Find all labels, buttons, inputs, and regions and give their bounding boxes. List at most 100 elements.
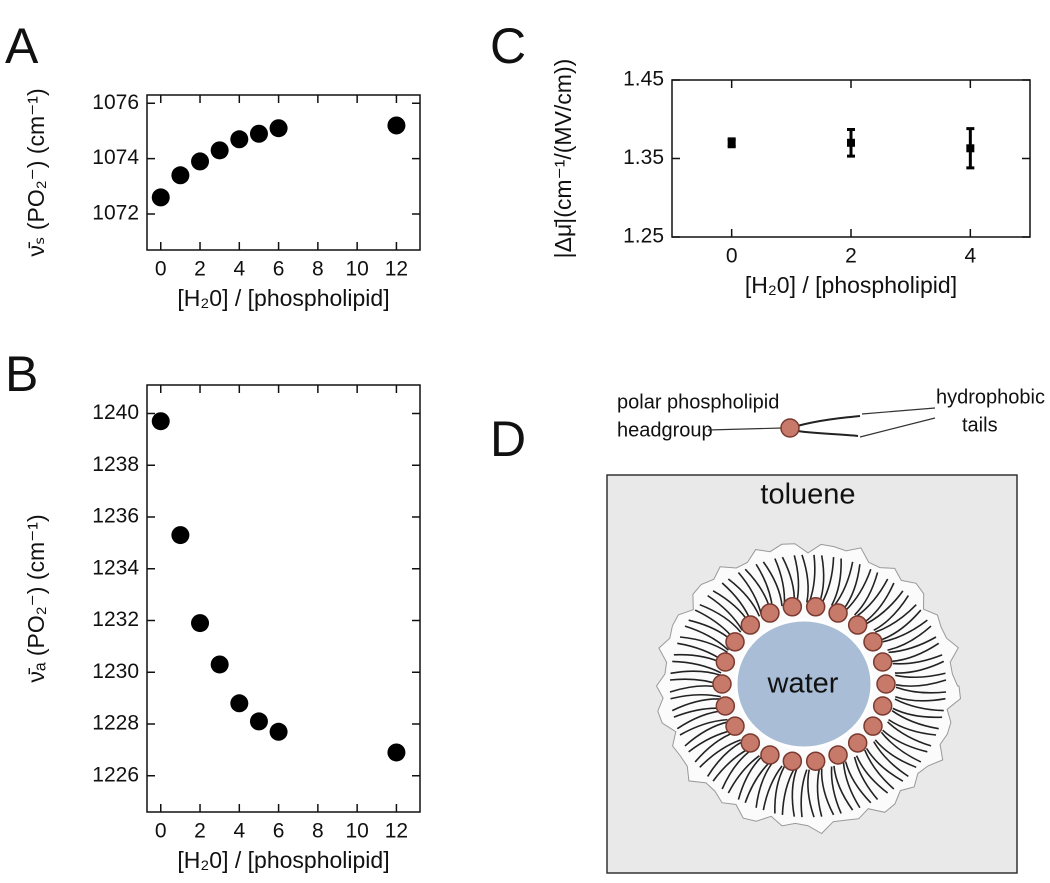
tails-label: tails [962, 414, 998, 436]
tail [800, 769, 808, 818]
x-tick-label: 12 [385, 820, 408, 843]
y-tick-label: 1226 [92, 763, 139, 786]
x-tick-label: 8 [312, 820, 324, 843]
tail [845, 568, 872, 612]
x-axis-label: [H₂0] / [phospholipid] [177, 285, 389, 311]
tail [679, 636, 728, 654]
y-tick-label: 1076 [92, 91, 139, 114]
tail [816, 768, 823, 817]
point [230, 130, 249, 149]
y-axis-label: ν̄ₐ (PO₂⁻) (cm⁻¹) [23, 514, 49, 682]
tail [791, 768, 798, 817]
tail [844, 761, 872, 804]
lipid-head [712, 674, 732, 694]
tail [670, 670, 721, 677]
plot-frame [671, 79, 1031, 238]
tail [887, 721, 932, 747]
tail [887, 625, 932, 651]
lipid-head [805, 597, 826, 617]
pointer-line [859, 407, 936, 438]
point [230, 694, 249, 713]
point [210, 141, 229, 160]
point [727, 138, 736, 147]
tail [882, 619, 928, 643]
x-tick-label: 4 [233, 820, 245, 843]
tail [892, 707, 943, 719]
lipid-head [715, 652, 736, 672]
y-tick-label: 1236 [92, 505, 139, 528]
x-axis-label: [H₂0] / [phospholipid] [177, 847, 389, 873]
tail [737, 756, 762, 800]
y-tick-label: 1240 [92, 401, 139, 424]
tail [679, 718, 728, 736]
point [387, 116, 406, 135]
y-axis-label: ν̄ₛ (PO₂⁻) (cm⁻¹) [23, 88, 49, 256]
point [249, 124, 268, 143]
y-tick-label: 1232 [92, 608, 139, 631]
panel-letter: C [490, 18, 526, 74]
tail [727, 755, 760, 794]
point [269, 722, 288, 741]
lipid-head [847, 615, 868, 635]
x-tick-label: 2 [845, 245, 857, 268]
pointer-line [707, 427, 783, 431]
tail [888, 636, 937, 654]
tail [807, 769, 815, 818]
tail [842, 762, 861, 809]
tail [873, 741, 909, 778]
x-tick-label: 12 [385, 258, 408, 281]
y-tick-label: 1230 [92, 660, 139, 683]
tail [855, 755, 889, 794]
plot-frame [146, 384, 421, 813]
tail [891, 710, 939, 730]
tail [684, 625, 729, 651]
tail [699, 603, 742, 633]
point [249, 712, 268, 731]
tail [854, 572, 879, 616]
tail [672, 660, 722, 674]
tail [892, 654, 943, 665]
point [966, 144, 975, 153]
tail [888, 718, 937, 736]
x-tick-label: 6 [273, 820, 285, 843]
lipid-head [876, 674, 896, 694]
tail [842, 564, 861, 610]
y-tick-label: 1072 [92, 202, 139, 225]
lipid-head [872, 696, 893, 716]
tail [894, 660, 945, 674]
lipid-head [760, 603, 780, 623]
x-tick-label: 8 [312, 258, 324, 281]
tail [873, 595, 910, 632]
tail [774, 766, 786, 814]
point [210, 655, 229, 674]
tail [894, 698, 944, 712]
solvent-label: toluene [760, 479, 855, 511]
x-tick-label: 10 [345, 820, 368, 843]
tail [671, 698, 722, 712]
y-tick-label: 1.45 [623, 68, 664, 91]
y-tick-label: 1.35 [623, 146, 664, 169]
tail [882, 729, 928, 753]
point [191, 614, 210, 633]
tail [895, 695, 946, 702]
tail [821, 557, 835, 604]
lipid-tails [796, 415, 861, 437]
y-axis-label: |Δμ̄|(cm⁻¹/(MV/cm)) [550, 59, 576, 259]
x-tick-label: 6 [273, 258, 285, 281]
tail [670, 693, 721, 700]
point [269, 119, 288, 138]
tail [866, 590, 904, 625]
point [151, 412, 170, 431]
lipid-head [828, 603, 848, 623]
y-tick-label: 1238 [92, 453, 139, 476]
micelle-diagram: D polar phospholipid headgroup hydrophob… [490, 386, 1045, 874]
tail [864, 582, 895, 623]
x-axis-label: [H₂0] / [phospholipid] [745, 272, 957, 298]
point [171, 166, 190, 185]
lipid-head [863, 716, 883, 736]
x-tick-label: 0 [155, 258, 167, 281]
lipid-head [725, 632, 745, 652]
lipid-head [847, 733, 868, 753]
